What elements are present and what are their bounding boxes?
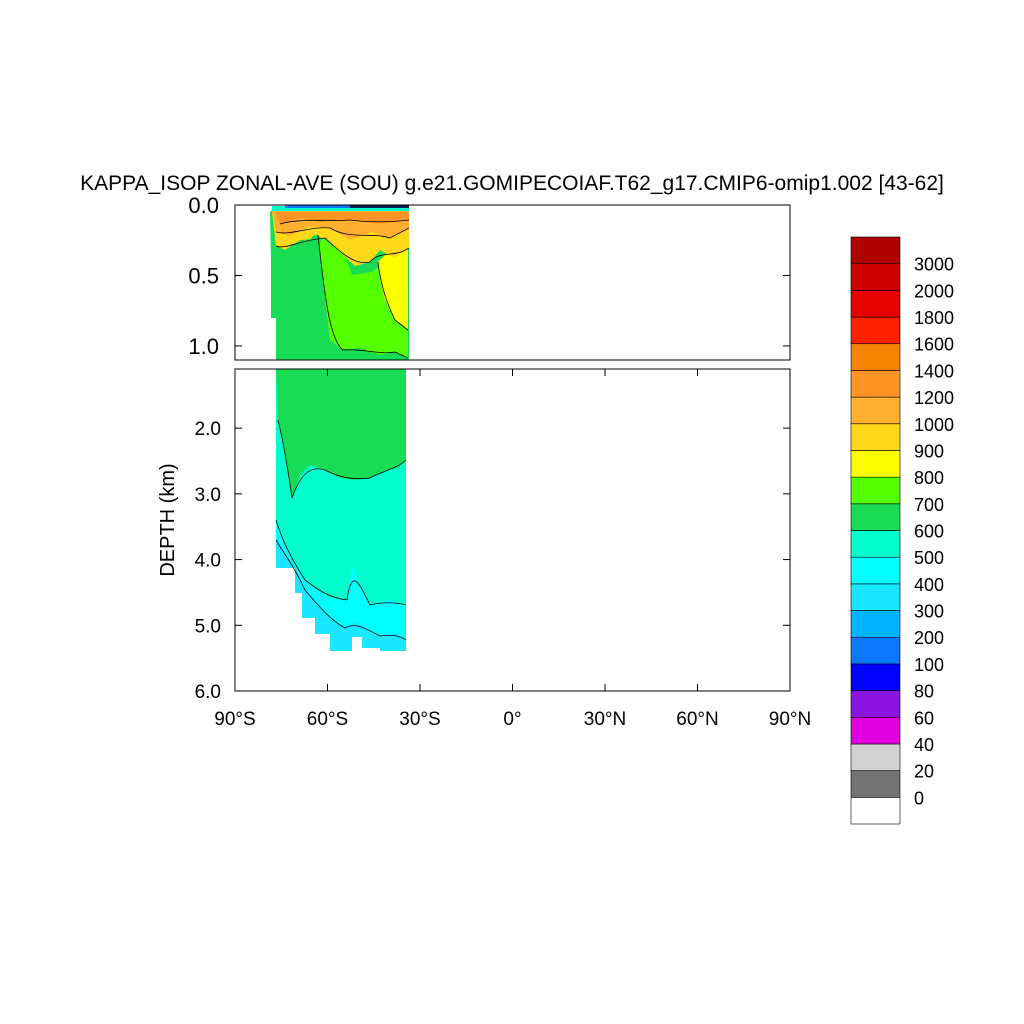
colorbar-swatch [850,423,901,451]
y-axis-label: DEPTH (km) [157,463,179,576]
colorbar-label: 300 [914,602,944,622]
colorbar-label: 400 [914,575,944,595]
upper-y-tick-label: 1.0 [188,334,219,359]
upper-contour-lines [275,219,410,359]
lower-panel-field [275,369,407,651]
upper-field-surface-dark [350,205,409,208]
colorbar-label: 100 [914,655,944,675]
lower-field-green [276,369,406,498]
lower-y-tick-label: 4.0 [195,551,221,572]
colorbar-label: 2000 [914,281,954,301]
x-tick-label: 0° [503,709,521,730]
colorbar-swatch [850,503,901,531]
x-tick-label: 30°S [399,709,440,730]
colorbar-swatch [850,343,901,371]
colorbar-swatch [850,583,901,611]
colorbar-label: 3000 [914,255,954,275]
colorbar-swatch [850,290,901,318]
upper-field-yellow [378,245,408,330]
colorbar-swatch [850,263,901,291]
upper-field-surface-blue [285,205,409,208]
colorbar-swatch [850,690,901,718]
lower-y-tick-label: 6.0 [195,682,221,703]
colorbar-swatch [850,556,901,585]
lower-contour-lines [275,419,407,641]
upper-panel-frame [234,204,791,361]
colorbar-swatch [850,396,901,425]
upper-panel-field [270,205,410,360]
colorbar-label: 0 [914,788,924,808]
x-tick-label: 30°N [584,709,626,730]
colorbar-swatch [850,370,901,398]
colorbar-label: 800 [914,468,944,488]
colorbar-swatch [850,316,901,345]
colorbar-label: 600 [914,522,944,542]
chart-title: KAPPA_ISOP ZONAL-AVE (SOU) g.e21.GOMIPEC… [80,172,944,195]
colorbar-swatch [850,476,901,505]
colorbar-swatch [850,716,901,745]
colorbar-label: 200 [914,628,944,648]
colorbar-label: 1400 [914,361,954,381]
x-tick-label: 90°S [214,709,255,730]
colorbar-label: 40 [914,735,934,755]
colorbar-label: 1200 [914,388,954,408]
colorbar-swatch [850,636,901,665]
axes-layer: 90°S 60°S 30°S 0° 30°N 60°N 90°N 0.0 0.5 1.0 2.0 3.… [188,193,811,730]
colorbar-swatch [850,797,901,825]
x-tick-label: 60°N [676,709,718,730]
upper-y-tick-label: 0.5 [188,263,219,288]
colorbar-swatch [850,743,901,771]
colorbar-label: 900 [914,441,944,461]
colorbar-swatch [850,770,901,798]
colorbar-swatch [850,450,901,478]
upper-y-tick-label: 0.0 [188,193,219,218]
colorbar-label: 60 [914,708,934,728]
upper-field-deep-orange [275,212,409,224]
colorbar-label: 1800 [914,308,954,328]
lower-y-tick-label: 5.0 [195,616,221,637]
colorbar: 0 20 40 60 80 100 200 300 400 500 600 700 800 900 1000… [850,236,954,825]
colorbar-swatch [850,663,901,691]
colorbar-swatch [850,530,901,558]
colorbar-label: 20 [914,762,934,782]
upper-field-surface-cyan [272,206,409,211]
x-tick-label: 90°N [769,709,811,730]
lower-y-tick-label: 2.0 [195,419,221,440]
colorbar-label: 80 [914,682,934,702]
colorbar-label: 1600 [914,335,954,355]
colorbar-label: 700 [914,495,944,515]
lower-y-tick-label: 3.0 [195,485,221,506]
colorbar-label: 500 [914,548,944,568]
colorbar-label: 1000 [914,415,954,435]
colorbar-swatch [850,236,901,264]
x-tick-label: 60°S [307,709,348,730]
colorbar-swatch [850,610,901,638]
